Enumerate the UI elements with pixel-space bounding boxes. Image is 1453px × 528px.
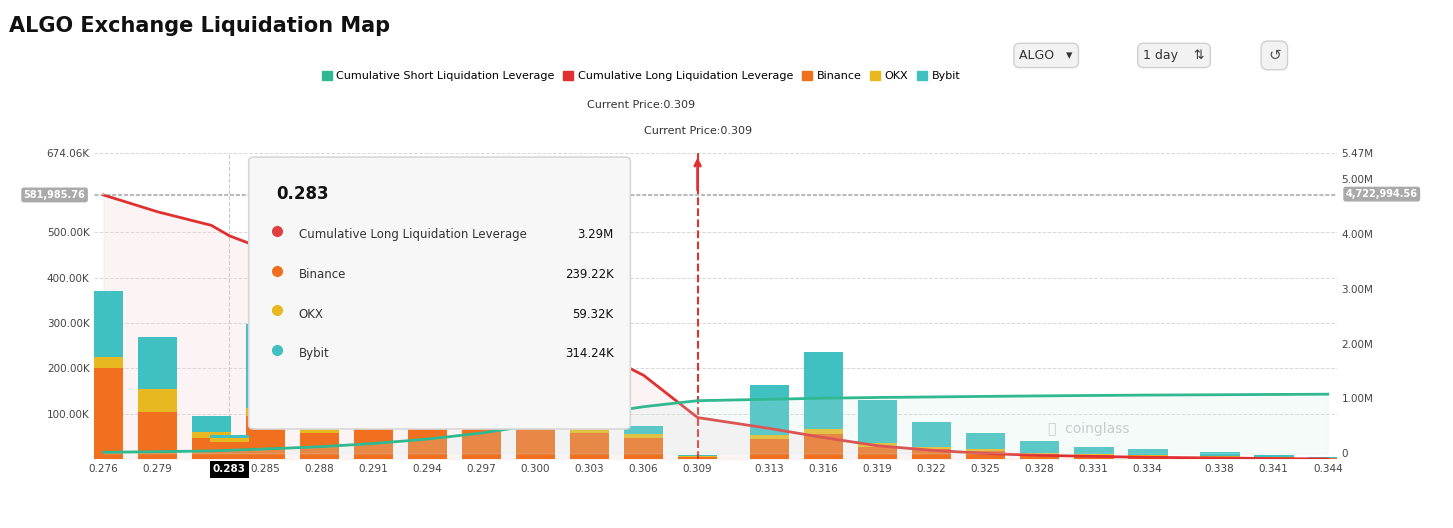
Bar xyxy=(408,280,448,360)
Bar xyxy=(804,429,843,435)
Bar xyxy=(462,187,501,327)
Bar xyxy=(1020,441,1059,452)
Text: 1 day    ⇅: 1 day ⇅ xyxy=(1144,49,1205,62)
Bar xyxy=(1020,452,1059,454)
Bar xyxy=(677,457,718,459)
Text: Bybit: Bybit xyxy=(299,347,330,360)
Bar xyxy=(192,416,231,432)
Bar xyxy=(570,433,609,459)
Bar xyxy=(857,443,898,447)
Bar xyxy=(623,438,664,459)
Bar xyxy=(623,426,664,434)
Text: ↺: ↺ xyxy=(1268,48,1280,63)
Text: Current Price:0.309: Current Price:0.309 xyxy=(644,126,751,136)
Bar xyxy=(299,428,340,433)
Bar xyxy=(750,435,789,439)
Bar xyxy=(570,412,609,425)
Bar xyxy=(1074,454,1113,455)
Text: 3.29M: 3.29M xyxy=(577,229,613,241)
Bar xyxy=(408,360,448,380)
Text: 4,722,994.56: 4,722,994.56 xyxy=(1345,189,1418,199)
Bar xyxy=(912,449,952,459)
Bar xyxy=(209,442,250,459)
Bar xyxy=(750,385,789,435)
Bar xyxy=(1074,455,1113,459)
Bar xyxy=(912,422,952,447)
FancyBboxPatch shape xyxy=(248,157,631,429)
Bar xyxy=(246,416,285,459)
Bar xyxy=(966,451,1005,459)
Bar xyxy=(1200,456,1239,457)
Bar xyxy=(353,393,394,459)
Bar xyxy=(192,438,231,459)
Bar xyxy=(1128,449,1168,455)
Bar xyxy=(677,455,718,456)
Bar xyxy=(804,352,843,429)
Bar xyxy=(804,435,843,459)
Bar xyxy=(516,383,555,403)
Bar xyxy=(1308,457,1347,458)
Bar xyxy=(209,438,250,442)
Text: 239.22K: 239.22K xyxy=(565,268,613,281)
Bar xyxy=(966,449,1005,451)
Bar xyxy=(1128,455,1168,456)
Text: ALGO   ▾: ALGO ▾ xyxy=(1020,49,1072,62)
Bar xyxy=(246,324,285,408)
Bar xyxy=(138,412,177,459)
Bar xyxy=(1254,458,1293,459)
Bar xyxy=(84,357,124,369)
Bar xyxy=(138,389,177,412)
Bar xyxy=(462,327,501,353)
Bar xyxy=(462,353,501,459)
Bar xyxy=(516,416,555,459)
Bar xyxy=(1200,452,1239,456)
Text: 0.283: 0.283 xyxy=(276,185,330,203)
Bar xyxy=(209,435,250,438)
Bar xyxy=(623,434,664,438)
Bar xyxy=(912,447,952,449)
Bar xyxy=(1200,457,1239,459)
Bar xyxy=(192,432,231,438)
Text: OKX: OKX xyxy=(299,308,324,320)
Text: Binance: Binance xyxy=(299,268,346,281)
Bar xyxy=(299,414,340,428)
Bar xyxy=(246,408,285,416)
Bar xyxy=(966,433,1005,449)
Bar xyxy=(299,433,340,459)
Bar xyxy=(1074,447,1113,454)
Bar xyxy=(84,291,124,357)
Text: 581,985.76: 581,985.76 xyxy=(23,190,86,200)
Text: ALGO Exchange Liquidation Map: ALGO Exchange Liquidation Map xyxy=(9,16,389,36)
Text: Cumulative Long Liquidation Leverage: Cumulative Long Liquidation Leverage xyxy=(299,229,526,241)
Text: 314.24K: 314.24K xyxy=(565,347,613,360)
Bar xyxy=(857,447,898,459)
Bar xyxy=(570,425,609,433)
Bar xyxy=(353,368,394,381)
Text: 🦌  coinglass: 🦌 coinglass xyxy=(1048,422,1129,436)
Bar xyxy=(750,439,789,459)
Text: Current Price:0.309: Current Price:0.309 xyxy=(587,99,695,109)
Bar xyxy=(138,337,177,389)
Bar xyxy=(857,400,898,443)
Text: 59.32K: 59.32K xyxy=(572,308,613,320)
Bar xyxy=(84,369,124,459)
Bar xyxy=(408,380,448,459)
Bar xyxy=(1308,458,1347,459)
Bar xyxy=(516,403,555,416)
Bar xyxy=(353,381,394,393)
Bar xyxy=(1128,456,1168,459)
Legend: Cumulative Short Liquidation Leverage, Cumulative Long Liquidation Leverage, Bin: Cumulative Short Liquidation Leverage, C… xyxy=(317,67,965,86)
Bar xyxy=(1020,454,1059,459)
Bar xyxy=(1254,455,1293,457)
Bar xyxy=(677,456,718,457)
